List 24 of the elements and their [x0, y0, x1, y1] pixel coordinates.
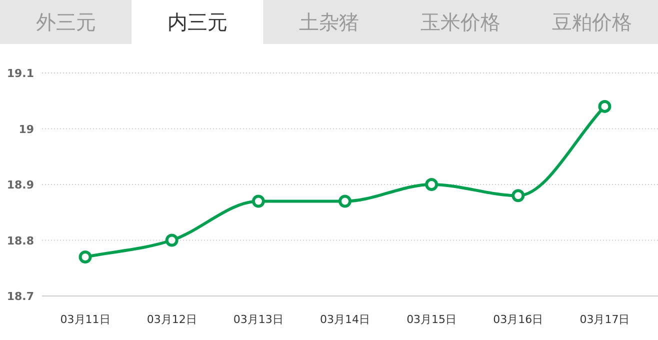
- x-tick-label: 03月11日: [60, 313, 110, 326]
- point: [165, 234, 178, 247]
- text: 土杂猪: [299, 10, 359, 34]
- point: [338, 194, 352, 208]
- x-tick-label: 03月14日: [320, 313, 370, 326]
- y-tick-label: 18.7: [6, 290, 34, 303]
- y-tick-label: 19: [18, 122, 34, 136]
- y-tick-label: 19.1: [6, 67, 34, 80]
- y-tick-label: 18.9: [6, 178, 34, 192]
- point: [252, 194, 265, 208]
- chart-title: 内三元: [167, 10, 228, 34]
- x-tick-label: 03月12日: [146, 313, 197, 326]
- x-tick-label: 03月15日: [406, 313, 457, 326]
- point: [598, 100, 612, 113]
- x-tick-label: 03月13日: [233, 313, 284, 326]
- text: 豆粕价格: [552, 10, 632, 34]
- y-tick-label: 18.8: [6, 234, 34, 248]
- point: [512, 189, 525, 202]
- text: 外三元: [36, 10, 96, 34]
- x-tick-label: 03月16日: [493, 313, 544, 326]
- point: [425, 178, 438, 191]
- point: [78, 250, 92, 264]
- x-tick-label: 03月17日: [580, 313, 630, 326]
- text: 玉米价格: [420, 10, 501, 34]
